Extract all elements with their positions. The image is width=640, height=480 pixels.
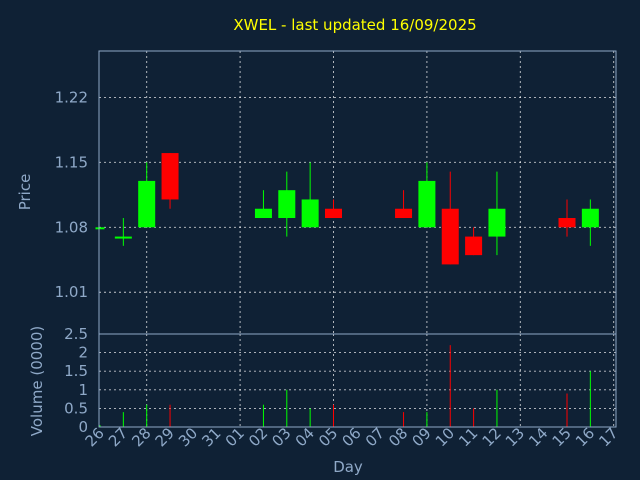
price-panel: 1.01 1.08 1.15 1.22: [55, 50, 617, 335]
volume-y-ticks: 00.511.522.5: [64, 325, 88, 436]
candle-body: [558, 218, 576, 228]
candle-body: [161, 153, 179, 200]
candle-body: [488, 208, 506, 237]
volume-tick-label: 2: [78, 344, 88, 362]
x-tick-label: 16: [572, 424, 598, 450]
price-tick-label: 1.01: [55, 283, 88, 301]
x-tick-label: 27: [105, 424, 131, 450]
volume-tick-label: 1.5: [64, 362, 88, 380]
x-tick-label: 17: [595, 424, 621, 450]
price-tick-label: 1.08: [55, 218, 88, 236]
price-axis-label: Price: [16, 174, 34, 211]
volume-tick-label: 0.5: [64, 399, 88, 417]
x-tick-label: 30: [175, 424, 201, 450]
x-tick-label: 29: [152, 424, 178, 450]
volume-bars: [99, 345, 591, 427]
x-tick-label: 03: [268, 424, 294, 450]
candle-body: [138, 180, 156, 228]
candle-body: [465, 236, 483, 256]
candle-body: [395, 208, 413, 219]
x-tick-label: 10: [432, 424, 458, 450]
price-candles: [95, 153, 599, 265]
candle-body: [254, 208, 272, 219]
volume-tick-label: 1: [78, 381, 88, 399]
x-tick-label: 12: [479, 424, 505, 450]
price-y-ticks: 1.01 1.08 1.15 1.22: [55, 88, 88, 301]
volume-panel: 00.511.522.5: [64, 325, 617, 436]
chart-title: XWEL - last updated 16/09/2025: [233, 16, 476, 34]
candle-body: [581, 208, 599, 228]
candle-body: [301, 199, 319, 228]
candle-body: [418, 180, 436, 228]
x-axis-ticks: 2627282930310102030405060708091011121314…: [82, 424, 622, 450]
volume-tick-label: 2.5: [64, 325, 88, 343]
volume-grid: [99, 334, 616, 427]
x-tick-label: 05: [315, 424, 341, 450]
x-tick-label: 13: [502, 424, 528, 450]
candle-body: [95, 227, 105, 230]
x-tick-label: 09: [408, 424, 434, 450]
candle-body: [278, 190, 296, 219]
price-tick-label: 1.15: [55, 153, 88, 171]
x-tick-label: 02: [245, 424, 271, 450]
candle-body: [441, 208, 459, 265]
x-tick-label: 06: [338, 424, 364, 450]
x-tick-label: 28: [128, 424, 154, 450]
x-tick-label: 01: [222, 424, 248, 450]
x-tick-label: 07: [362, 424, 388, 450]
x-tick-label: 14: [525, 424, 551, 450]
price-tick-label: 1.22: [55, 88, 88, 106]
x-tick-label: 04: [292, 424, 318, 450]
x-axis-label: Day: [333, 458, 363, 476]
x-tick-label: 31: [198, 424, 224, 450]
x-tick-label: 15: [549, 424, 575, 450]
x-tick-label: 11: [455, 424, 481, 450]
candle-body: [325, 208, 342, 219]
volume-panel-frame: [98, 333, 617, 428]
volume-axis-label: Volume (0000): [28, 326, 46, 436]
x-tick-label: 08: [385, 424, 411, 450]
candle-body: [114, 236, 132, 239]
volume-tick-label: 0: [78, 418, 88, 436]
